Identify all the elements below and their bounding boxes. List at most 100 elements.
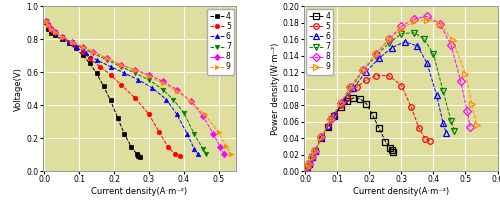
7 <box>304 166 310 169</box>
4 <box>382 140 388 143</box>
9 <box>309 156 315 159</box>
5 <box>304 166 310 169</box>
7 <box>430 53 436 55</box>
Line: 6: 6 <box>304 39 449 170</box>
5 <box>306 162 312 165</box>
6 <box>43 20 49 22</box>
4 <box>58 38 64 41</box>
Line: 6: 6 <box>44 19 200 156</box>
8 <box>412 18 418 20</box>
7 <box>440 90 446 93</box>
5 <box>48 27 54 30</box>
6 <box>341 99 347 102</box>
4 <box>350 97 356 99</box>
7 <box>44 23 51 26</box>
5 <box>156 131 162 134</box>
7 <box>43 20 49 22</box>
4 <box>390 151 396 153</box>
4 <box>66 42 71 45</box>
9 <box>474 124 480 126</box>
8 <box>52 31 58 33</box>
4 <box>44 27 51 30</box>
Line: 8: 8 <box>44 19 226 156</box>
8 <box>328 118 334 120</box>
9 <box>312 149 318 152</box>
9 <box>202 113 207 116</box>
5 <box>312 149 318 152</box>
4 <box>134 153 140 155</box>
9 <box>222 144 228 147</box>
5 <box>325 125 331 127</box>
5 <box>309 156 315 159</box>
7 <box>58 36 64 38</box>
5 <box>178 154 184 157</box>
8 <box>312 149 318 152</box>
4 <box>376 127 382 130</box>
Line: 5: 5 <box>304 73 433 170</box>
4 <box>114 116 120 119</box>
8 <box>304 166 310 169</box>
4 <box>80 54 86 56</box>
4 <box>108 99 114 102</box>
9 <box>228 153 234 155</box>
7 <box>306 162 312 165</box>
6 <box>44 23 51 26</box>
9 <box>146 75 152 78</box>
8 <box>80 46 86 48</box>
4 <box>318 137 324 140</box>
6 <box>318 136 324 139</box>
7 <box>360 69 366 72</box>
9 <box>360 68 366 71</box>
6 <box>376 57 382 60</box>
6 <box>72 46 78 48</box>
8 <box>306 162 312 165</box>
5 <box>373 74 379 77</box>
8 <box>309 156 315 159</box>
5 <box>44 23 51 26</box>
9 <box>462 73 468 75</box>
8 <box>437 22 443 25</box>
8 <box>338 101 344 104</box>
8 <box>458 80 464 83</box>
4 <box>304 166 310 169</box>
5 <box>43 20 49 22</box>
5 <box>332 114 338 116</box>
7 <box>200 148 206 150</box>
9 <box>174 90 180 93</box>
6 <box>424 62 430 65</box>
7 <box>448 120 454 122</box>
6 <box>332 114 338 116</box>
8 <box>43 20 49 22</box>
4 <box>137 156 143 159</box>
9 <box>216 131 222 134</box>
7 <box>318 136 324 139</box>
9 <box>160 82 166 84</box>
4 <box>136 154 141 157</box>
8 <box>90 51 96 53</box>
4 <box>370 114 376 116</box>
7 <box>48 27 54 30</box>
6 <box>136 79 141 81</box>
Y-axis label: Power density(W·m⁻²): Power density(W·m⁻²) <box>271 43 280 135</box>
6 <box>83 52 89 55</box>
5 <box>80 51 86 53</box>
5 <box>428 140 434 142</box>
9 <box>373 53 379 55</box>
9 <box>44 23 51 26</box>
6 <box>184 133 190 135</box>
9 <box>318 136 324 139</box>
6 <box>364 70 370 73</box>
8 <box>146 74 152 76</box>
6 <box>444 132 450 135</box>
4 <box>338 106 344 108</box>
9 <box>90 51 96 53</box>
6 <box>434 94 440 97</box>
4 <box>72 47 78 50</box>
8 <box>160 80 166 83</box>
9 <box>469 103 475 106</box>
7 <box>104 59 110 61</box>
7 <box>132 72 138 74</box>
7 <box>146 79 152 81</box>
6 <box>194 153 200 155</box>
Line: 4: 4 <box>44 20 142 159</box>
